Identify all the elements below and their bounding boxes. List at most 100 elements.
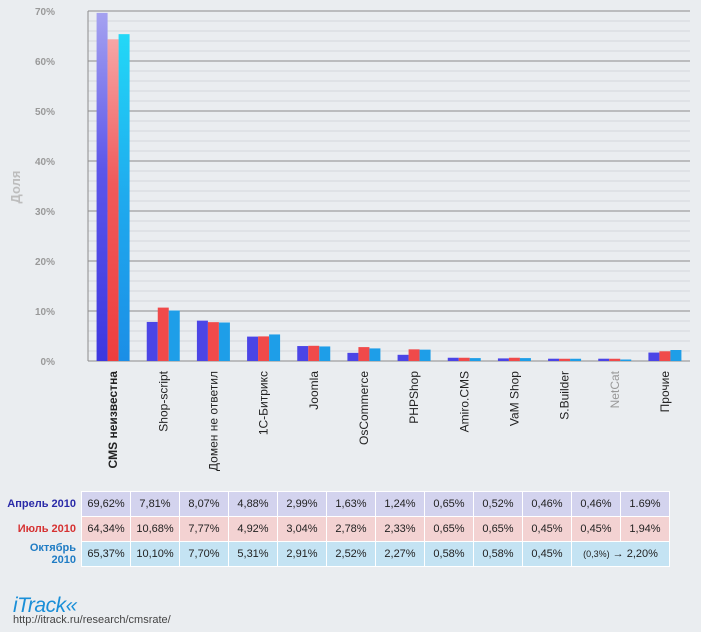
- table-cell: 2,99%: [277, 491, 327, 517]
- category-label: Домен не ответил: [206, 371, 220, 471]
- table-cell: 1.69%: [620, 491, 670, 517]
- table-cell: 1,24%: [375, 491, 425, 517]
- bar: [107, 39, 119, 362]
- table-row: Июль 2010 64,34% 10,68% 7,77% 4,92% 3,04…: [3, 516, 670, 542]
- bar: [319, 346, 331, 361]
- values-table: Апрель 2010 69,62% 7,81% 8,07% 4,88% 2,9…: [3, 491, 670, 567]
- table-cell: 0,46%: [522, 491, 572, 517]
- gridlines: [87, 10, 690, 362]
- bar: [118, 34, 130, 362]
- y-tick-label: 40%: [35, 157, 55, 168]
- table-cell: 4,88%: [228, 491, 278, 517]
- bar: [519, 358, 531, 361]
- bar: [347, 352, 359, 361]
- bar: [157, 307, 169, 361]
- bar: [598, 358, 610, 361]
- table-cell: 1,94%: [620, 516, 670, 542]
- arrow-icon: →: [612, 548, 624, 560]
- bar: [670, 350, 682, 361]
- bar: [497, 358, 509, 361]
- last-value: 2,20%: [626, 548, 658, 560]
- table-cell: 2,78%: [326, 516, 376, 542]
- bar: [397, 354, 409, 361]
- bar: [609, 358, 621, 361]
- row-label-october: Октябрь 2010: [29, 542, 76, 566]
- bar: [648, 352, 660, 361]
- category-label: CMS неизвестна: [106, 371, 120, 469]
- table-cell-merged: (0,3%) → 2,20%: [571, 541, 670, 567]
- table-cell: 2,91%: [277, 541, 327, 567]
- table-cell: 0,45%: [571, 516, 621, 542]
- bar: [358, 347, 370, 361]
- table-cell: 0,45%: [522, 541, 572, 567]
- bar-chart: 0% 10% 20% 30% 40% 50% 60% 70% CMS неизвестна Sh…: [8, 7, 690, 471]
- bar: [247, 336, 259, 361]
- table-cell: 2,33%: [375, 516, 425, 542]
- table-cell: 0,65%: [424, 516, 474, 542]
- y-tick-label: 10%: [35, 307, 55, 318]
- y-tick-label: 30%: [35, 207, 55, 218]
- table-cell: 0,46%: [571, 491, 621, 517]
- bar: [308, 345, 320, 361]
- bar: [218, 322, 230, 361]
- category-label: OsCommerce: [357, 371, 371, 445]
- table-cell: 10,68%: [130, 516, 180, 542]
- table-cell: 2,52%: [326, 541, 376, 567]
- table-cell: 5,31%: [228, 541, 278, 567]
- category-label: Joomla: [307, 371, 321, 410]
- table-cell: 8,07%: [179, 491, 229, 517]
- bar: [419, 349, 431, 361]
- y-tick-label: 60%: [35, 57, 55, 68]
- bar: [369, 348, 381, 361]
- table-cell: 69,62%: [81, 491, 131, 517]
- bar: [269, 334, 281, 361]
- y-tick-label: 20%: [35, 257, 55, 268]
- category-labels: CMS неизвестна Shop-script Домен не ответи…: [106, 370, 672, 471]
- bar: [570, 358, 582, 361]
- category-label: VaM Shop: [507, 371, 521, 426]
- category-label: Прочие: [658, 371, 672, 413]
- bar: [508, 357, 520, 361]
- category-label: Shop-script: [156, 370, 170, 431]
- table-cell: 7,70%: [179, 541, 229, 567]
- row-label-april: Апрель 2010: [7, 498, 76, 510]
- y-tick-label: 0%: [41, 357, 56, 368]
- itrack-logo: iTrack«: [13, 594, 77, 617]
- table-cell: 0,58%: [473, 541, 523, 567]
- table-cell: 0,52%: [473, 491, 523, 517]
- row-label-july: Июль 2010: [17, 523, 76, 535]
- bar: [659, 351, 671, 361]
- table-cell: 0,45%: [522, 516, 572, 542]
- category-label: 1С-Битрикс: [257, 371, 271, 435]
- source-url[interactable]: http://itrack.ru/research/cmsrate/: [13, 614, 171, 626]
- bar: [168, 310, 180, 361]
- bar: [408, 349, 420, 361]
- table-row: Октябрь 2010 65,37% 10,10% 7,70% 5,31% 2…: [3, 541, 670, 567]
- table-cell: 4,92%: [228, 516, 278, 542]
- bar: [458, 357, 470, 361]
- bar: [196, 320, 208, 361]
- category-label: S.Builder: [558, 371, 572, 420]
- y-tick-label: 70%: [35, 7, 55, 18]
- bar: [620, 359, 632, 361]
- table-cell: 0,65%: [473, 516, 523, 542]
- bar: [146, 321, 158, 361]
- y-ticks: 0% 10% 20% 30% 40% 50% 60% 70%: [35, 7, 55, 368]
- table-cell: 2,27%: [375, 541, 425, 567]
- category-label: Amiro.CMS: [457, 371, 471, 432]
- netcat-note: (0,3%): [583, 549, 610, 559]
- bar: [548, 358, 560, 361]
- y-axis-label: Доля: [8, 171, 23, 204]
- bar: [207, 322, 219, 361]
- bar: [469, 358, 481, 361]
- bar: [447, 357, 459, 361]
- table-cell: 65,37%: [81, 541, 131, 567]
- category-label: NetCat: [608, 370, 622, 408]
- bar: [559, 358, 571, 361]
- table-row: Апрель 2010 69,62% 7,81% 8,07% 4,88% 2,9…: [3, 491, 670, 517]
- table-cell: 64,34%: [81, 516, 131, 542]
- table-cell: 0,65%: [424, 491, 474, 517]
- table-cell: 7,77%: [179, 516, 229, 542]
- bar: [258, 336, 270, 361]
- table-cell: 10,10%: [130, 541, 180, 567]
